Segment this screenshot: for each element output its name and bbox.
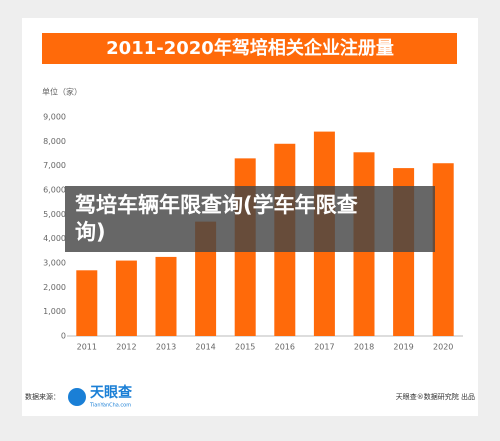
logo-name: 天眼查 (90, 384, 133, 401)
publisher: 天眼查®数据研究院 出品 (396, 392, 475, 401)
x-tick-label: 2014 (195, 343, 215, 352)
y-tick-label: 6,000 (43, 186, 66, 195)
y-tick-label: 0 (61, 332, 66, 341)
x-tick-label: 2020 (433, 343, 453, 352)
y-tick-label: 2,000 (43, 283, 66, 292)
chart-title: 2011-2020年驾培相关企业注册量 (106, 37, 394, 59)
unit-label: 单位（家） (42, 87, 82, 97)
bar (76, 270, 98, 336)
source-label: 数据来源： (25, 392, 60, 401)
x-tick-label: 2018 (354, 343, 374, 352)
y-tick-label: 4,000 (43, 234, 66, 243)
x-tick-label: 2015 (235, 343, 255, 352)
x-tick-label: 2013 (156, 343, 176, 352)
overlay-banner: 驾培车辆年限查询(学车年限查询) (65, 186, 435, 252)
x-tick-label: 2017 (314, 343, 334, 352)
x-tick-label: 2016 (275, 343, 295, 352)
bar (155, 256, 177, 336)
logo-url: TianYanCha.com (89, 403, 131, 409)
y-tick-label: 1,000 (43, 307, 66, 316)
bar (432, 163, 454, 336)
logo-icon (68, 388, 86, 406)
y-tick-label: 3,000 (43, 259, 66, 268)
x-tick-label: 2011 (77, 343, 97, 352)
bar (115, 260, 137, 336)
y-tick-label: 5,000 (43, 210, 66, 219)
x-tick-label: 2012 (116, 343, 136, 352)
title-bar (42, 33, 457, 64)
x-tick-label: 2019 (393, 343, 413, 352)
overlay-text: 驾培车辆年限查询(学车年限查询) (75, 193, 358, 244)
y-tick-label: 9,000 (43, 113, 66, 122)
y-tick-label: 8,000 (43, 137, 66, 146)
y-tick-label: 7,000 (43, 161, 66, 170)
